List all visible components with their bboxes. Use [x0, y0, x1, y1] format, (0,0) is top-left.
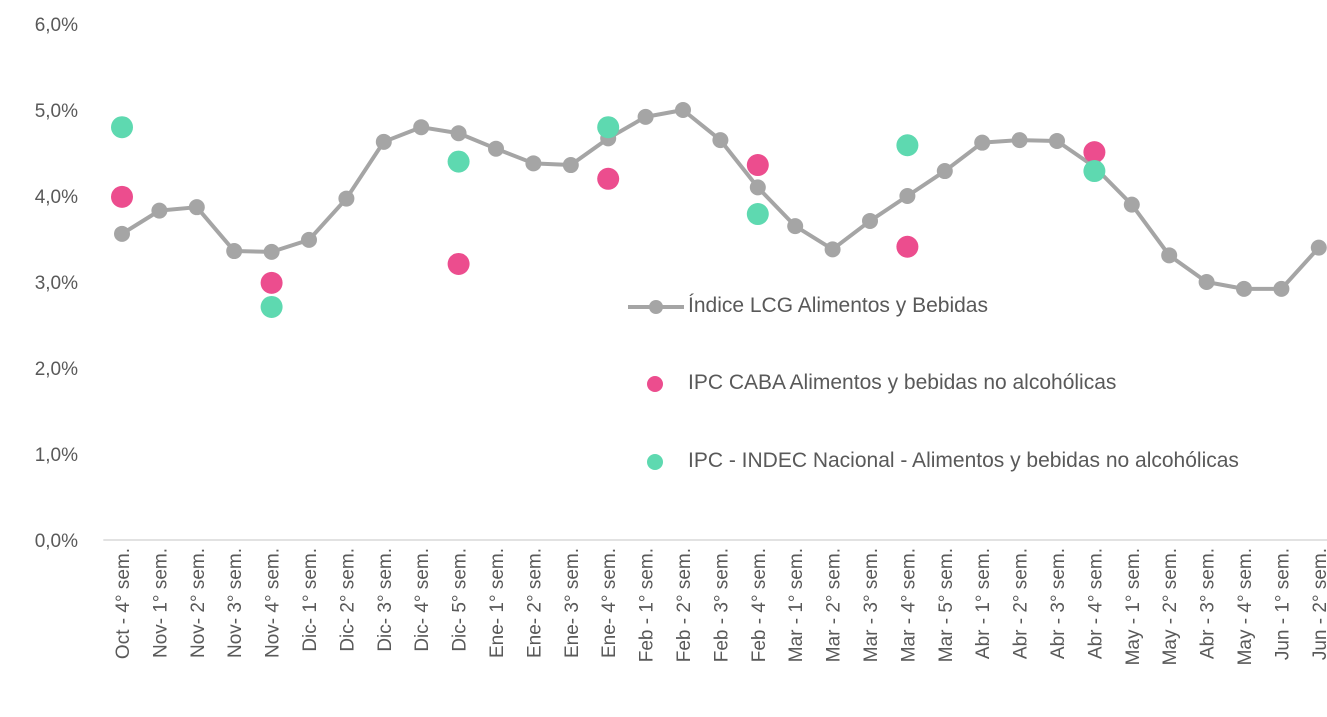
x-tick-label: May - 2° sem. [1160, 548, 1181, 665]
line-marker [1236, 280, 1252, 297]
line-marker [488, 140, 504, 157]
x-tick-label: Ene- 3° sem. [562, 548, 583, 658]
scatter-point [896, 134, 919, 157]
x-tick-label: Abr - 3° sem. [1048, 548, 1069, 659]
x-tick-label: Mar - 3° sem. [861, 548, 882, 662]
scatter-point [746, 203, 769, 226]
line-marker [936, 163, 953, 180]
x-tick-label: Nov- 1° sem. [150, 548, 171, 658]
x-tick-label: Ene- 4° sem. [599, 548, 620, 658]
scatter-point [1083, 160, 1106, 183]
line-marker [1310, 239, 1327, 256]
scatter-point [111, 185, 133, 208]
scatter-point [746, 154, 769, 177]
x-tick-label: Dic- 4° sem. [412, 548, 433, 652]
legend-label: IPC - INDEC Nacional - Alimentos y bebid… [688, 449, 1239, 472]
line-marker [562, 157, 579, 174]
y-tick-label: 3,0% [35, 273, 78, 294]
line-marker [375, 133, 392, 150]
line-marker [114, 225, 130, 242]
line-marker [1049, 132, 1065, 149]
line-marker [787, 218, 804, 235]
x-tick-label: Nov- 4° sem. [263, 548, 284, 658]
x-tick-label: Feb - 4° sem. [749, 548, 770, 662]
y-tick-label: 5,0% [35, 101, 78, 122]
x-tick-label: Mar - 2° sem. [824, 548, 845, 662]
legend-marker [647, 454, 663, 470]
scatter-point [260, 295, 283, 318]
line-marker [525, 155, 542, 172]
line-marker [1011, 132, 1028, 149]
line-marker [226, 243, 243, 260]
line-marker [413, 119, 430, 136]
x-tick-label: Feb - 2° sem. [674, 548, 695, 662]
x-tick-label: Mar - 4° sem. [898, 548, 919, 662]
line-marker [862, 212, 878, 229]
x-tick-label: Dic- 3° sem. [375, 548, 396, 652]
y-tick-label: 4,0% [35, 187, 78, 208]
x-tick-label: Feb - 1° sem. [637, 548, 658, 662]
x-tick-label: Feb - 3° sem. [711, 548, 732, 662]
line-marker [712, 132, 729, 149]
x-tick-label: Abr - 3° sem. [1198, 548, 1219, 659]
line-marker [974, 134, 991, 151]
x-tick-label: Jun - 1° sem. [1272, 548, 1293, 660]
x-tick-label: May - 4° sem. [1235, 548, 1256, 665]
line-marker [450, 125, 467, 142]
x-tick-label: May - 1° sem. [1123, 548, 1144, 665]
x-tick-label: Abr - 1° sem. [973, 548, 994, 659]
legend-symbol [628, 300, 684, 314]
legend-marker [647, 376, 663, 392]
line-marker [899, 188, 916, 204]
x-tick-label: Nov- 2° sem. [188, 548, 209, 658]
x-tick-label: Dic- 2° sem. [337, 548, 358, 652]
line-marker [749, 179, 766, 196]
x-tick-label: Abr - 2° sem. [1011, 548, 1032, 659]
line-marker [1161, 247, 1178, 264]
x-tick-label: Mar - 5° sem. [936, 548, 957, 662]
x-tick-label: Abr - 4° sem. [1085, 548, 1106, 659]
x-tick-label: Ene- 2° sem. [524, 548, 545, 658]
legend-marker [649, 300, 663, 314]
x-tick-label: Ene- 1° sem. [487, 548, 508, 658]
scatter-point [597, 116, 620, 139]
line-marker [675, 102, 691, 118]
x-tick-label: Oct - 4° sem. [113, 548, 134, 659]
line-marker [1273, 280, 1290, 297]
line-marker [1123, 196, 1140, 213]
x-tick-label: Jun - 2° sem. [1310, 548, 1327, 660]
x-tick-label: Dic- 1° sem. [300, 548, 321, 652]
x-tick-label: Mar - 1° sem. [786, 548, 807, 662]
line-marker [151, 202, 168, 219]
line-marker [301, 231, 317, 248]
line-marker [188, 199, 205, 216]
legend-label: Índice LCG Alimentos y Bebidas [688, 294, 988, 317]
line-marker [824, 241, 841, 258]
scatter-point [1083, 141, 1106, 164]
scatter-point [597, 167, 620, 190]
y-tick-label: 0,0% [35, 531, 78, 552]
y-tick-label: 2,0% [35, 359, 78, 380]
legend-symbol [647, 376, 663, 392]
line-marker [1198, 274, 1215, 290]
line-marker [637, 108, 654, 125]
scatter-point [896, 235, 919, 258]
scatter-point [447, 150, 470, 173]
scatter-point [111, 116, 133, 139]
legend-symbol [647, 454, 663, 470]
scatter-point [260, 271, 283, 294]
scatter-point [447, 252, 470, 275]
x-tick-label: Dic- 5° sem. [450, 548, 471, 652]
line-marker [263, 243, 280, 260]
line-marker [338, 190, 355, 207]
y-tick-label: 1,0% [35, 445, 78, 466]
y-tick-label: 6,0% [35, 15, 78, 36]
legend-label: IPC CABA Alimentos y bebidas no alcohóli… [688, 371, 1117, 394]
x-tick-label: Nov- 3° sem. [225, 548, 246, 658]
